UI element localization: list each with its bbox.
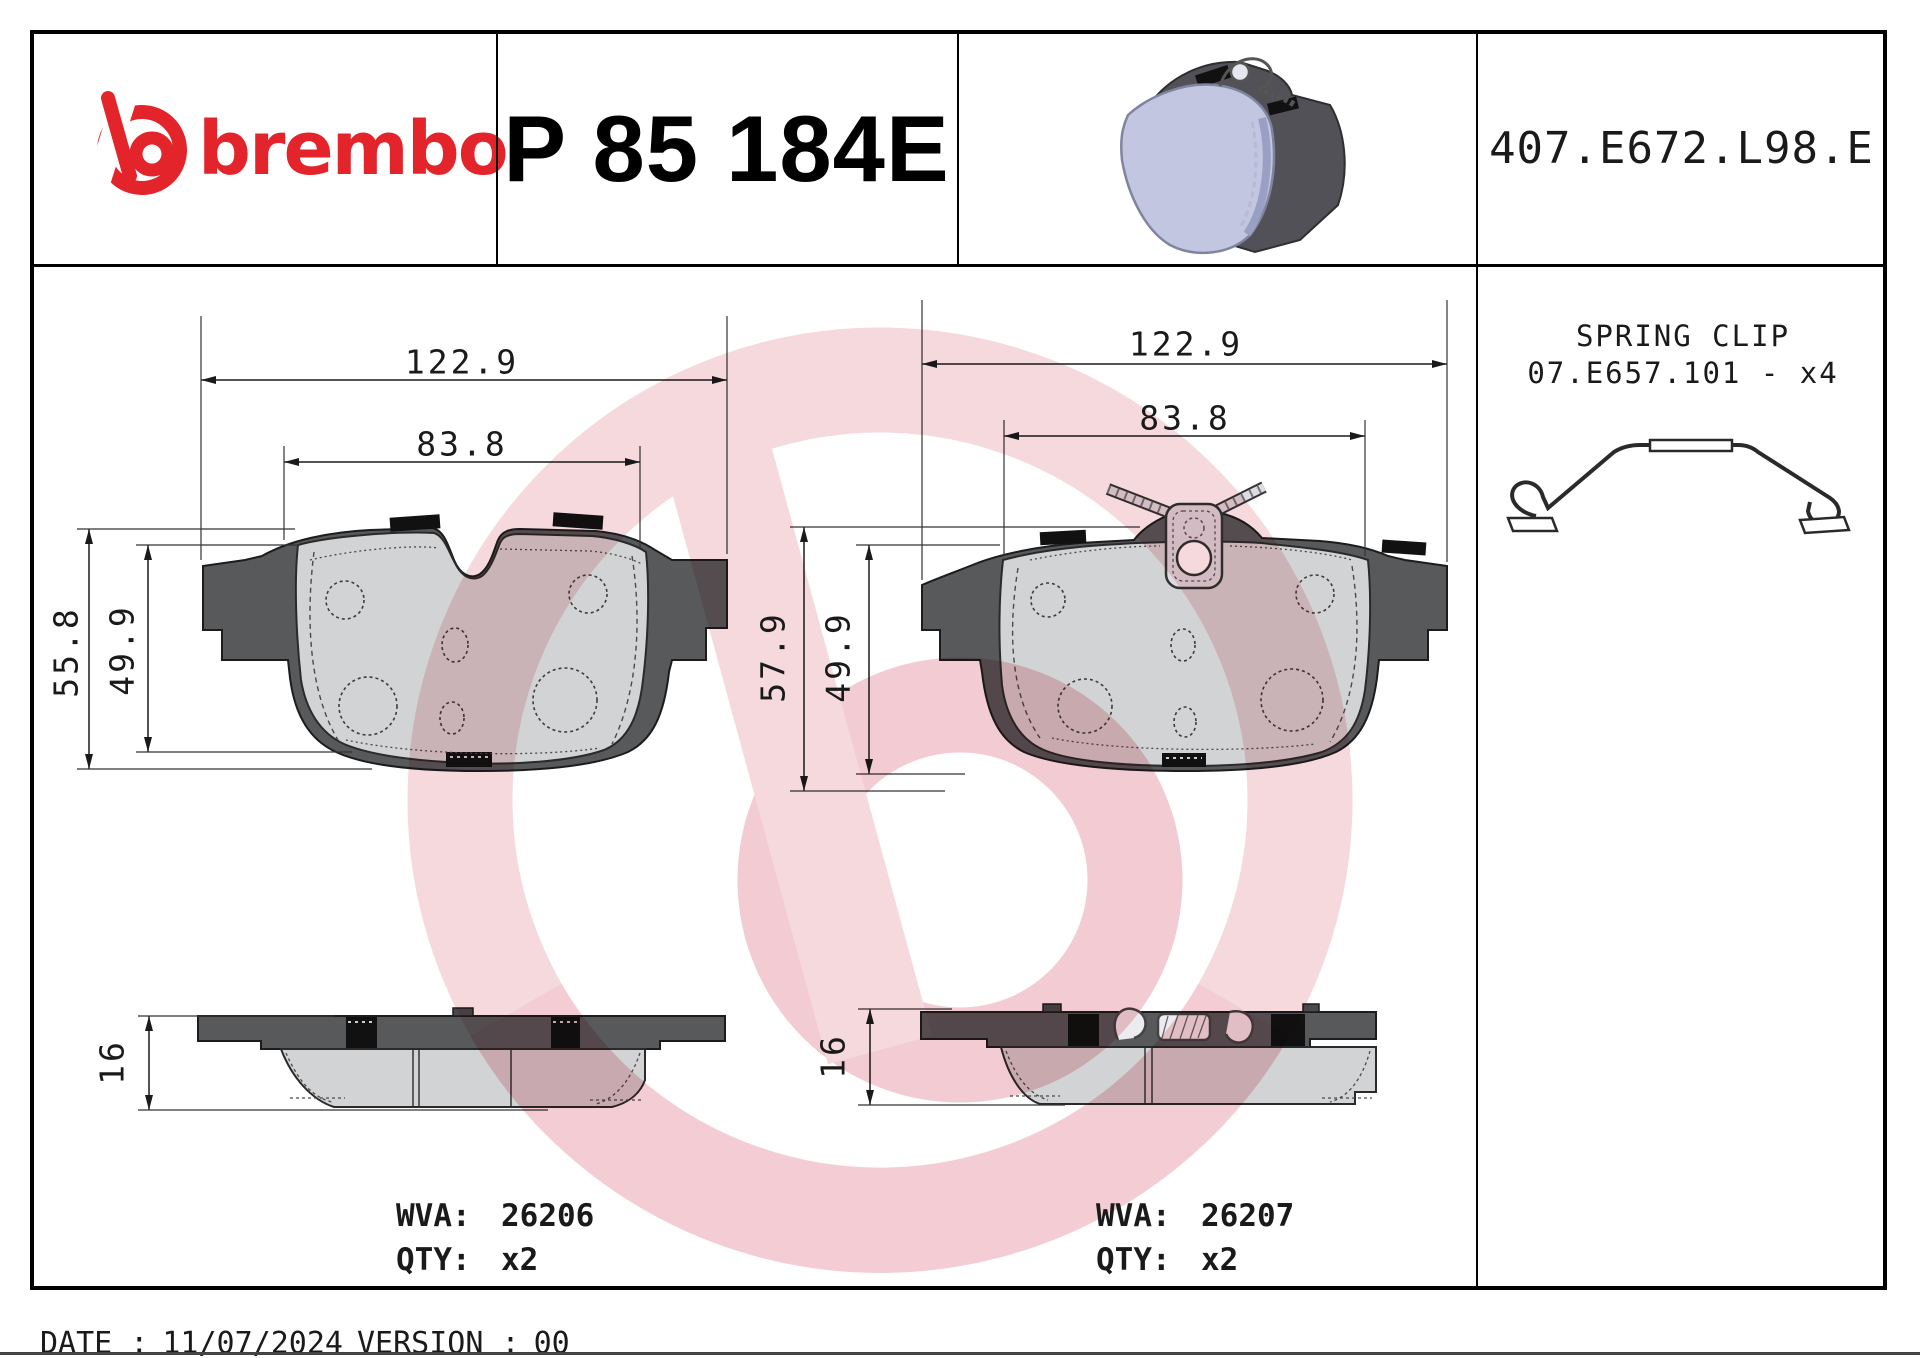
brembo-watermark (407, 327, 1353, 1273)
wva-line: WVA: 26207 (1096, 1194, 1294, 1238)
page-bottom-edge (0, 1352, 1920, 1355)
spring-clip-column-divider (1476, 30, 1478, 1288)
dim-right-height-outer: 57.9 (753, 611, 793, 703)
wva-label: WVA: (1096, 1198, 1171, 1234)
spring-clip-code: 07.E657.101 - x4 (1527, 356, 1839, 390)
dim-right-width-outer: 122.9 (1128, 324, 1244, 364)
dim-right-thickness: 16 (813, 1033, 853, 1079)
dim-right-height-inner: 49.9 (818, 611, 858, 703)
dim-right-width-inner: 83.8 (1139, 398, 1231, 438)
catalog-code: 407.E672.L98.E (1489, 123, 1874, 174)
dim-left-height-inner: 49.9 (102, 604, 142, 696)
qty-line: QTY: x2 (1096, 1238, 1294, 1282)
wva-value: 26206 (501, 1198, 595, 1234)
spring-clip-drawing (1506, 438, 1851, 535)
spring-clip-title: SPRING CLIP (1575, 319, 1791, 353)
wva-value: 26207 (1201, 1198, 1295, 1234)
wva-block-right: WVA: 26207 QTY: x2 (1096, 1194, 1294, 1282)
qty-label: QTY: (396, 1242, 471, 1278)
brembo-logo-icon (82, 90, 187, 200)
border-bottom (30, 1286, 1887, 1290)
qty-label: QTY: (1096, 1242, 1171, 1278)
border-left (30, 30, 34, 1290)
pad-3d-image (1120, 57, 1346, 255)
wear-sensor-3d-icon (1218, 57, 1298, 109)
wva-line: WVA: 26206 (396, 1194, 594, 1238)
dim-left-width-outer: 122.9 (404, 342, 520, 382)
dim-left-thickness: 16 (92, 1039, 132, 1085)
border-right (1883, 30, 1887, 1290)
brand-logotype: brembo (198, 106, 509, 192)
wva-block-left: WVA: 26206 QTY: x2 (396, 1194, 594, 1282)
dim-left-width-inner: 83.8 (416, 424, 508, 464)
part-number: P 85 184E (503, 95, 950, 201)
header-cell-divider-1 (496, 30, 498, 267)
header-cell-divider-2 (957, 30, 959, 267)
dim-left-height-outer: 55.8 (46, 606, 86, 698)
wva-label: WVA: (396, 1198, 471, 1234)
qty-line: QTY: x2 (396, 1238, 594, 1282)
qty-value: x2 (501, 1242, 539, 1278)
spring-clip-label: SPRING CLIP 07.E657.101 - x4 (1476, 318, 1890, 392)
qty-value: x2 (1201, 1242, 1239, 1278)
